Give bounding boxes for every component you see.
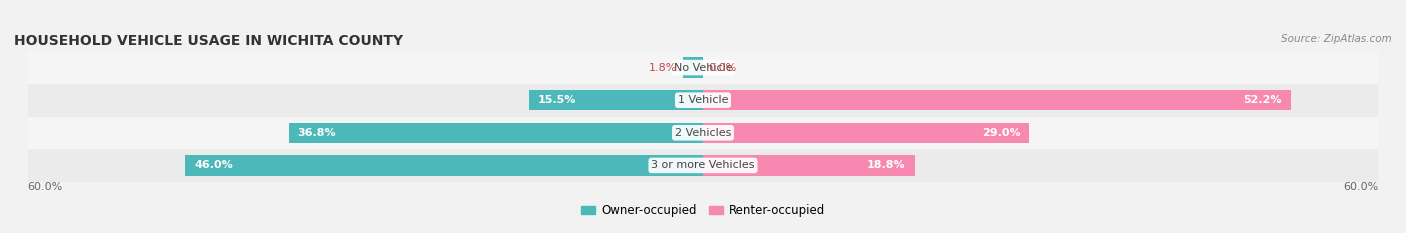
Text: 0.0%: 0.0%: [709, 63, 737, 72]
Bar: [703, 123, 1029, 143]
Bar: [28, 84, 1378, 116]
Text: 18.8%: 18.8%: [868, 161, 905, 170]
Bar: [683, 58, 703, 78]
Bar: [529, 90, 703, 110]
Text: 2 Vehicles: 2 Vehicles: [675, 128, 731, 138]
Text: 1.8%: 1.8%: [648, 63, 678, 72]
Legend: Owner-occupied, Renter-occupied: Owner-occupied, Renter-occupied: [576, 199, 830, 222]
Text: 29.0%: 29.0%: [981, 128, 1021, 138]
Text: 60.0%: 60.0%: [28, 182, 63, 192]
Text: 1 Vehicle: 1 Vehicle: [678, 95, 728, 105]
Bar: [28, 51, 1378, 84]
Text: 3 or more Vehicles: 3 or more Vehicles: [651, 161, 755, 170]
Bar: [28, 116, 1378, 149]
Bar: [703, 90, 1291, 110]
Bar: [186, 155, 703, 175]
Text: 36.8%: 36.8%: [298, 128, 336, 138]
Bar: [288, 123, 703, 143]
Text: 46.0%: 46.0%: [194, 161, 233, 170]
Bar: [703, 155, 915, 175]
Text: HOUSEHOLD VEHICLE USAGE IN WICHITA COUNTY: HOUSEHOLD VEHICLE USAGE IN WICHITA COUNT…: [14, 34, 404, 48]
Bar: [28, 149, 1378, 182]
Text: Source: ZipAtlas.com: Source: ZipAtlas.com: [1281, 34, 1392, 44]
Text: 15.5%: 15.5%: [537, 95, 576, 105]
Text: No Vehicle: No Vehicle: [673, 63, 733, 72]
Text: 60.0%: 60.0%: [1343, 182, 1378, 192]
Text: 52.2%: 52.2%: [1243, 95, 1282, 105]
